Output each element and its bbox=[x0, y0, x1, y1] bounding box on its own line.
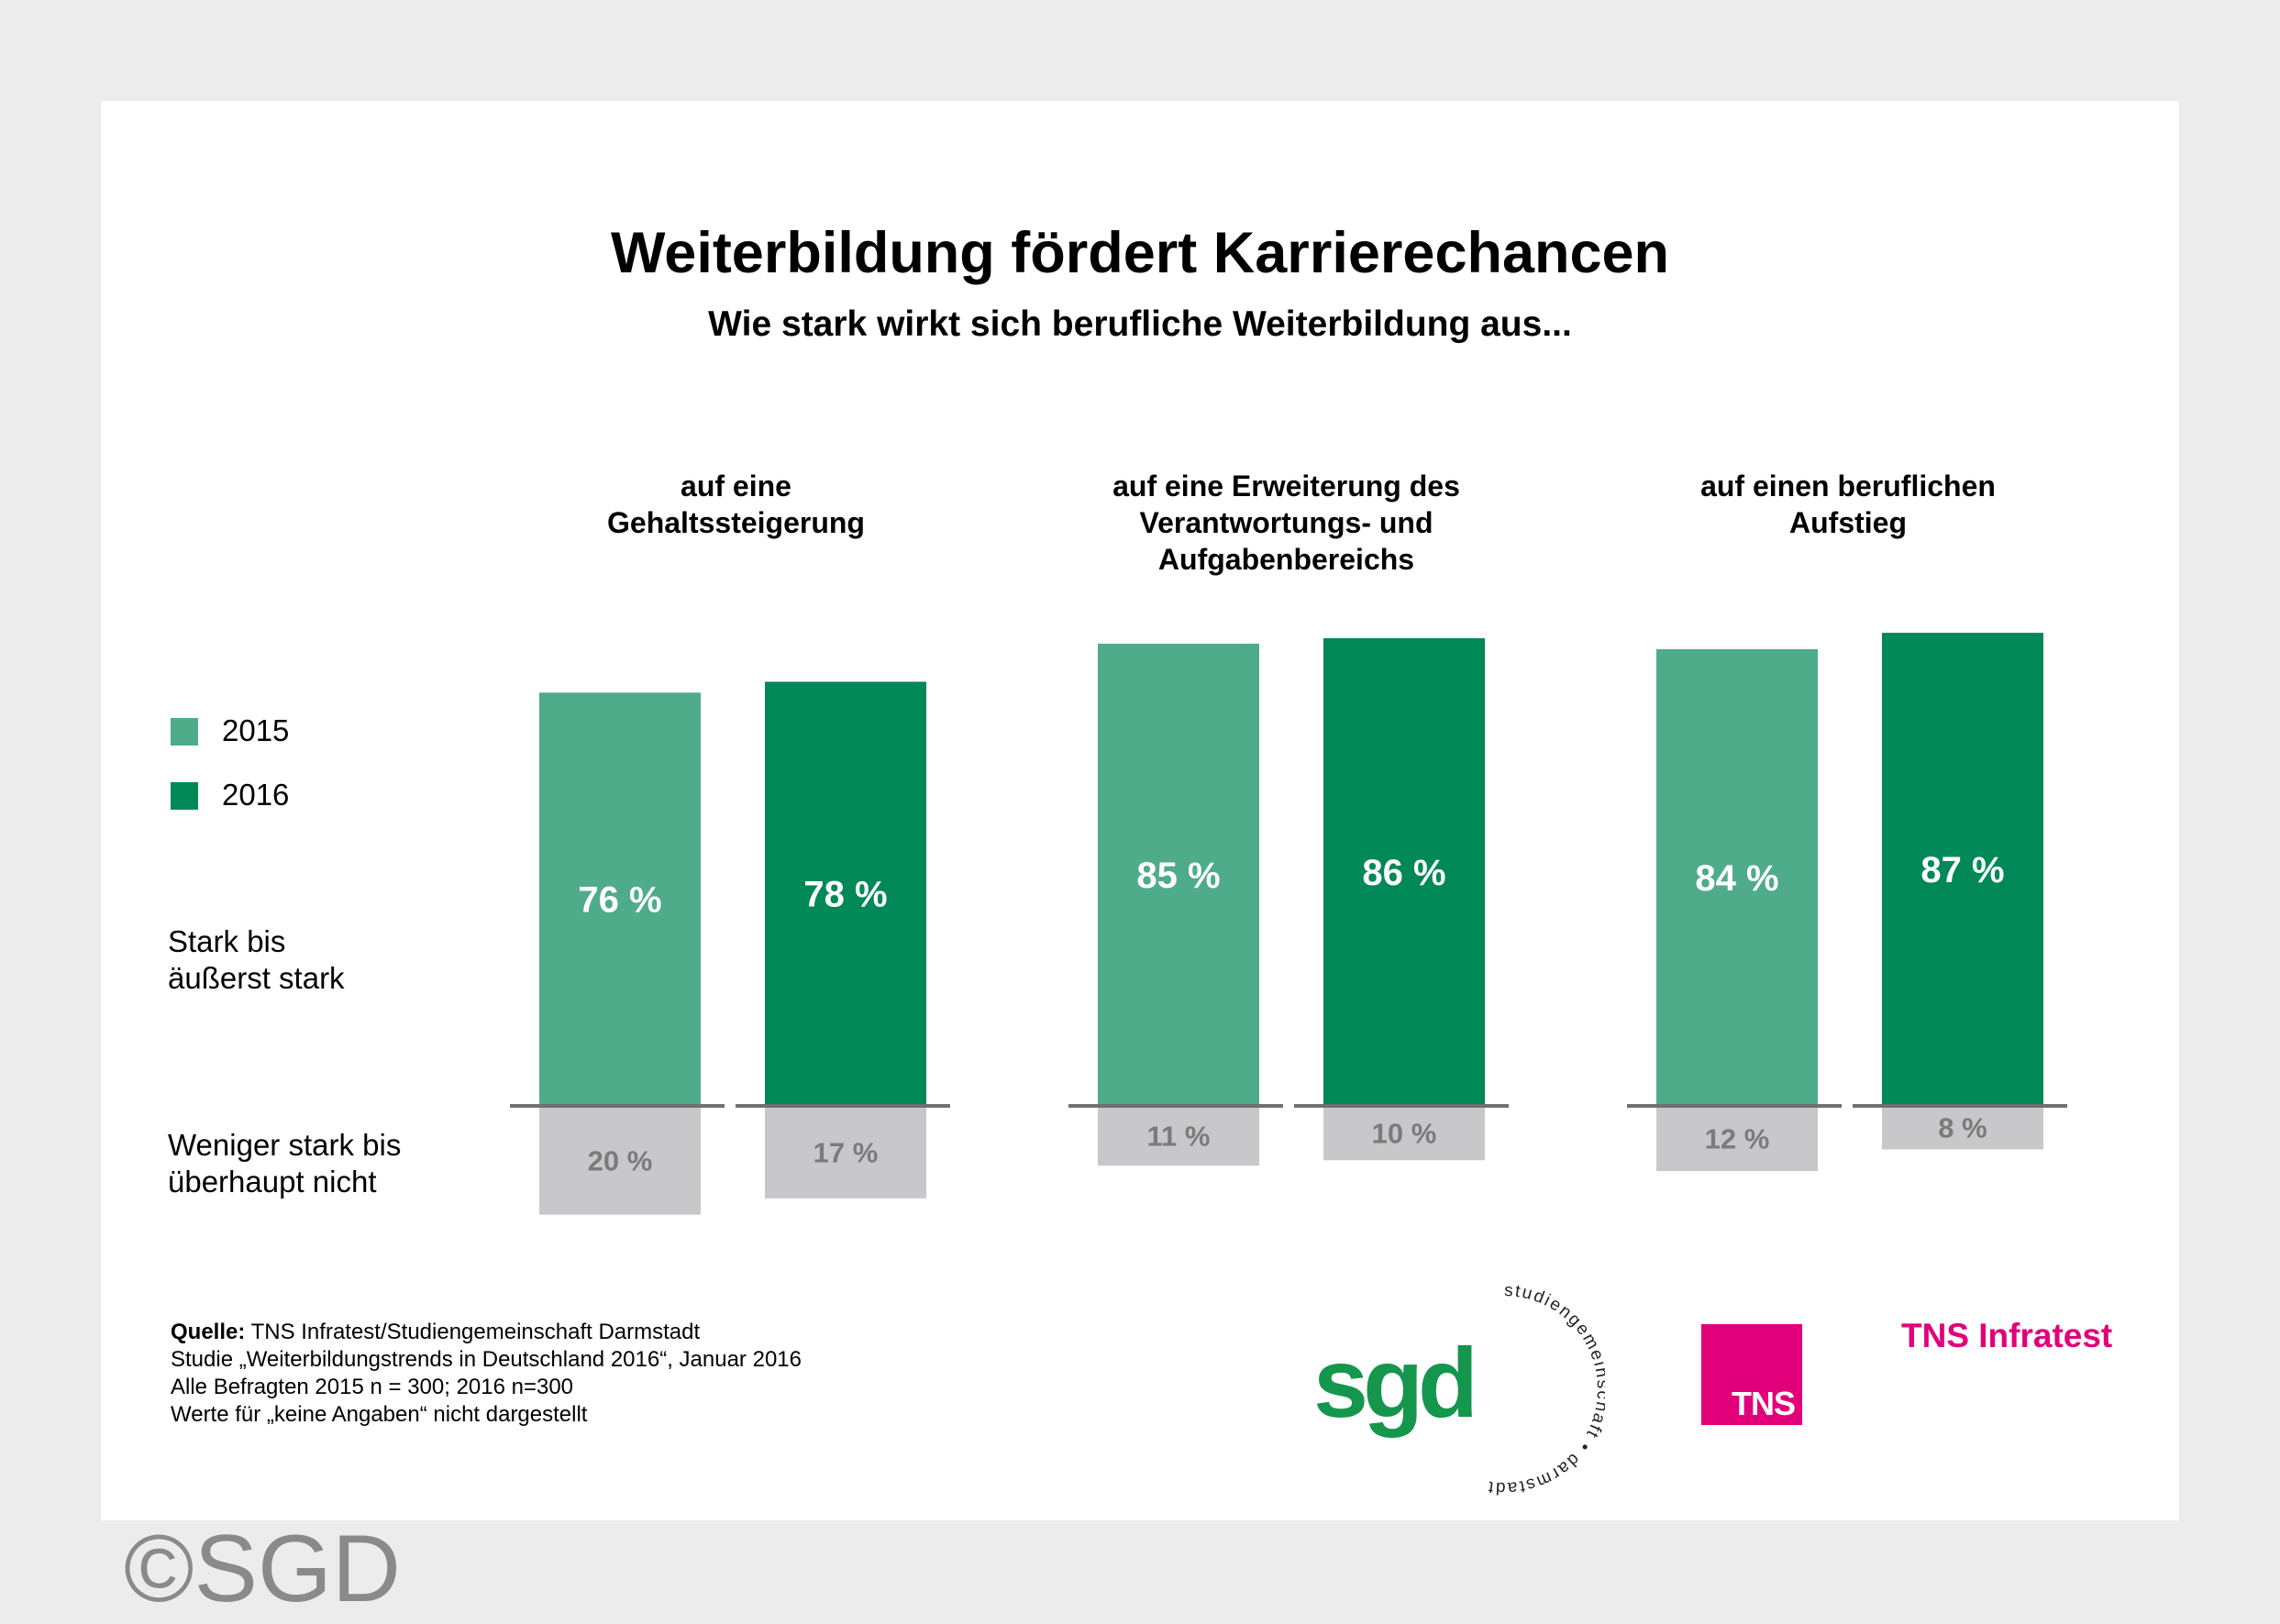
source-label: Quelle: bbox=[171, 1320, 246, 1344]
bar-negative-2016-group-3 bbox=[1882, 1106, 2043, 1150]
source-line-1: Quelle: TNS Infratest/Studiengemeinschaf… bbox=[171, 1319, 700, 1346]
row-label-negative: Weniger stark bis überhaupt nicht bbox=[168, 1128, 402, 1199]
copyright-notice: ©SGD bbox=[124, 1516, 401, 1622]
data-label-positive-2016-group-2: 86 % bbox=[1362, 853, 1445, 893]
tns-logo-box: TNS bbox=[1701, 1324, 1802, 1425]
tns-logo-text: TNS bbox=[1732, 1385, 1796, 1422]
legend-label-2016: 2016 bbox=[222, 778, 290, 812]
source-line-2: Studie „Weiterbildungstrends in Deutschl… bbox=[171, 1347, 802, 1372]
sgd-mark: sgd bbox=[1313, 1327, 1473, 1438]
data-label-negative-2016-group-1: 17 % bbox=[813, 1136, 879, 1168]
data-label-negative-2015-group-2: 11 % bbox=[1147, 1121, 1211, 1153]
data-label-positive-2015-group-2: 85 % bbox=[1136, 856, 1220, 896]
bar-positive-2016-group-3 bbox=[1882, 633, 2043, 1106]
data-label-positive-2015-group-1: 76 % bbox=[578, 880, 661, 921]
chart-title: Weiterbildung fördert Karrierechancen bbox=[610, 221, 1670, 285]
bar-negative-2015-group-2 bbox=[1098, 1106, 1259, 1166]
sgd-ring-path: studiengemeinschaft • darmstadt bbox=[1486, 1281, 1605, 1497]
bar-positive-2015-group-3 bbox=[1656, 648, 1818, 1106]
bar-negative-2016-group-1 bbox=[765, 1106, 926, 1199]
sgd-ring-text: studiengemeinschaft • darmstadt bbox=[1486, 1281, 1605, 1497]
row-label-positive: Stark bis äußerst stark bbox=[168, 924, 345, 995]
bar-positive-2016-group-2 bbox=[1323, 638, 1485, 1106]
tns-infratest-text: TNS Infratest bbox=[1901, 1317, 2113, 1354]
data-label-positive-2016-group-1: 78 % bbox=[803, 875, 887, 915]
source-line-4: Werte für „keine Angaben“ nicht dargeste… bbox=[171, 1402, 588, 1427]
group-label-salary: auf eine Gehaltssteigerung bbox=[607, 470, 865, 539]
sgd-logo: sgd studiengemeinschaft • darmstadt bbox=[1313, 1281, 1605, 1497]
source-text: TNS Infratest/Studiengemeinschaft Darmst… bbox=[250, 1320, 701, 1344]
source-line-3: Alle Befragten 2015 n = 300; 2016 n=300 bbox=[171, 1375, 574, 1399]
bar-positive-2015-group-1 bbox=[539, 692, 701, 1106]
bar-negative-2015-group-1 bbox=[539, 1106, 701, 1215]
bar-negative-2015-group-3 bbox=[1656, 1106, 1818, 1172]
group-label-responsibility: auf eine Erweiterung des Verantwortungs-… bbox=[1112, 470, 1460, 576]
legend-swatch-2015 bbox=[171, 718, 198, 746]
legend-label-2015: 2015 bbox=[222, 713, 290, 747]
bar-negative-2016-group-2 bbox=[1323, 1106, 1485, 1161]
bar-positive-2016-group-1 bbox=[765, 681, 926, 1106]
legend-swatch-2016 bbox=[171, 782, 198, 810]
bar-positive-2015-group-2 bbox=[1098, 643, 1259, 1106]
data-label-positive-2016-group-3: 87 % bbox=[1920, 850, 2004, 890]
group-label-promotion: auf einen beruflichen Aufstieg bbox=[1700, 470, 1996, 539]
data-label-negative-2016-group-3: 8 % bbox=[1938, 1112, 1987, 1144]
data-label-negative-2016-group-2: 10 % bbox=[1372, 1118, 1437, 1150]
data-label-negative-2015-group-1: 20 % bbox=[588, 1144, 653, 1177]
data-label-negative-2015-group-3: 12 % bbox=[1705, 1123, 1770, 1155]
chart-subtitle: Wie stark wirkt sich berufliche Weiterbi… bbox=[708, 304, 1572, 344]
data-label-positive-2015-group-3: 84 % bbox=[1695, 858, 1778, 899]
